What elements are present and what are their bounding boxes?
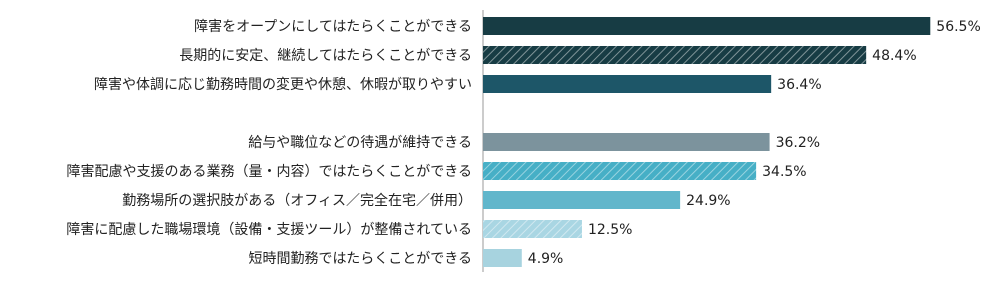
bar bbox=[483, 220, 582, 238]
category-label: 障害配慮や支援のある業務（量・内容）ではたらくことができる bbox=[67, 163, 472, 180]
value-label: 4.9% bbox=[528, 251, 564, 267]
bar bbox=[483, 249, 522, 267]
bar bbox=[483, 191, 681, 209]
value-label: 24.9% bbox=[686, 193, 730, 209]
category-label: 短時間勤務ではたらくことができる bbox=[249, 251, 472, 267]
category-label: 障害に配慮した職場環境（設備・支援ツール）が整備されている bbox=[66, 222, 472, 238]
bar bbox=[483, 75, 772, 93]
category-label: 障害や体調に応じ勤務時間の変更や休憩、休暇が取りやすい bbox=[94, 76, 472, 93]
value-label: 12.5% bbox=[588, 222, 632, 238]
category-label: 給与や職位などの待遇が維持できる bbox=[248, 135, 472, 151]
bar bbox=[483, 133, 770, 151]
category-label: 勤務場所の選択肢がある（オフィス／完全在宅／併用） bbox=[122, 192, 472, 209]
value-label: 36.4% bbox=[777, 77, 821, 93]
category-label: 長期的に安定、継続してはたらくことができる bbox=[179, 47, 472, 64]
bar bbox=[483, 46, 867, 64]
value-label: 48.4% bbox=[872, 48, 916, 64]
value-label: 56.5% bbox=[936, 19, 980, 35]
bar bbox=[483, 162, 757, 180]
value-label: 34.5% bbox=[762, 164, 806, 180]
bar bbox=[483, 17, 931, 35]
value-label: 36.2% bbox=[776, 135, 820, 151]
category-label: 障害をオープンにしてはたらくことができる bbox=[194, 19, 472, 35]
